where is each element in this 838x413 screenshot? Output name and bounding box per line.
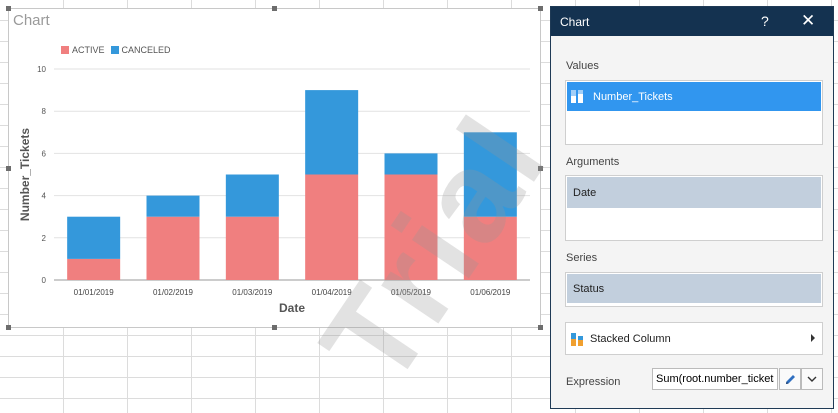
legend-item-active: ACTIVE	[61, 45, 105, 55]
arguments-item[interactable]: Date	[567, 177, 821, 208]
bar-canceled-1	[146, 195, 200, 217]
pencil-icon	[784, 373, 797, 386]
bar-active-0	[67, 258, 121, 280]
values-label: Values	[566, 60, 599, 72]
series-item-label: Status	[573, 282, 605, 295]
y-tick-label: 6	[42, 149, 47, 158]
y-tick-label: 4	[42, 192, 47, 201]
arguments-item-label: Date	[573, 186, 597, 199]
bar-canceled-3	[305, 90, 359, 175]
resize-handle-tc[interactable]	[272, 6, 277, 11]
resize-handle-mr[interactable]	[538, 166, 543, 171]
panel-header: Chart ? ✕	[551, 7, 833, 36]
series-item[interactable]: Status	[567, 274, 821, 303]
chart-legend: ACTIVE CANCELED	[61, 45, 171, 55]
arguments-label: Arguments	[566, 156, 620, 168]
x-axis-title: Date	[279, 301, 305, 315]
bar-canceled-0	[67, 216, 121, 259]
resize-handle-ml[interactable]	[6, 166, 11, 171]
resize-handle-tl[interactable]	[6, 6, 11, 11]
chevron-right-icon	[810, 333, 816, 345]
legend-label-active: ACTIVE	[72, 45, 105, 55]
chart-plot: 0 2 4 6 8 10 01/01/2019 01/02/2019 01/03/2019 01/…	[18, 65, 530, 315]
panel-title: Chart	[560, 15, 590, 29]
x-tick-label: 01/02/2019	[153, 288, 194, 297]
values-item[interactable]: Number_Tickets	[567, 82, 821, 111]
y-tick-label: 2	[42, 234, 47, 243]
values-item-label: Number_Tickets	[593, 90, 673, 103]
expression-input[interactable]	[652, 368, 778, 390]
y-axis-title: Number_Tickets	[18, 128, 32, 221]
series-well[interactable]: Status	[565, 272, 823, 307]
chart-settings-panel: Chart ? ✕ Values Number_Tickets Argument…	[550, 6, 834, 409]
edit-expression-button[interactable]	[779, 368, 801, 390]
bar-canceled-2	[225, 174, 279, 217]
resize-handle-tr[interactable]	[538, 6, 543, 11]
expression-label: Expression	[566, 376, 621, 388]
help-button[interactable]: ?	[761, 13, 769, 29]
chart-title: Chart	[13, 12, 50, 29]
bar-active-4	[384, 174, 438, 280]
chart-container[interactable]: Chart ACTIVE CANCELED 0 2 4 6 8 10 01/01/2019 0…	[8, 8, 541, 328]
legend-label-canceled: CANCELED	[121, 45, 171, 55]
values-well[interactable]: Number_Tickets	[565, 80, 823, 145]
expression-dropdown-button[interactable]	[801, 368, 823, 390]
x-tick-label: 01/03/2019	[232, 288, 273, 297]
series-label: Series	[566, 252, 598, 264]
resize-handle-bc[interactable]	[272, 325, 277, 330]
resize-handle-bl[interactable]	[6, 325, 11, 330]
legend-swatch-active	[61, 46, 69, 54]
bar-series-icon	[571, 90, 584, 103]
arguments-well[interactable]: Date	[565, 175, 823, 241]
stacked-column-icon	[570, 332, 584, 346]
y-tick-label: 0	[42, 276, 47, 285]
legend-item-canceled: CANCELED	[110, 45, 171, 55]
y-tick-label: 10	[37, 65, 46, 74]
bar-active-3	[305, 174, 359, 280]
x-tick-label: 01/04/2019	[312, 288, 353, 297]
bar-active-2	[225, 216, 279, 280]
x-tick-label: 01/01/2019	[74, 288, 115, 297]
x-tick-label: 01/06/2019	[470, 288, 511, 297]
bar-canceled-5	[463, 132, 517, 217]
bar-canceled-4	[384, 153, 438, 175]
y-tick-label: 8	[42, 107, 47, 116]
bar-active-5	[463, 216, 517, 280]
close-button[interactable]: ✕	[801, 11, 816, 30]
bar-active-1	[146, 216, 200, 280]
chart-type-label: Stacked Column	[590, 332, 671, 345]
resize-handle-br[interactable]	[538, 325, 543, 330]
chart-type-selector[interactable]: Stacked Column	[565, 322, 823, 355]
x-tick-label: 01/05/2019	[391, 288, 432, 297]
chevron-down-icon	[807, 376, 817, 382]
legend-swatch-canceled	[110, 46, 119, 54]
